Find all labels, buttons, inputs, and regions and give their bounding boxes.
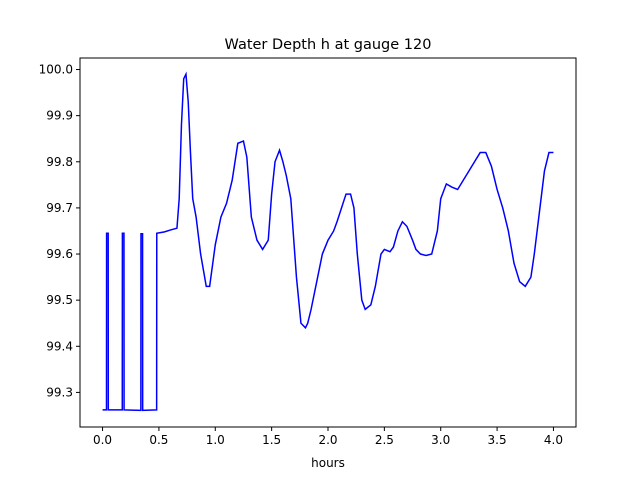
x-axis-ticks: 0.0 0.5 1.0 1.5 2.0 2.5 3.0 3.5 4.0: [93, 427, 563, 447]
plot-frame: [79, 57, 577, 428]
x-tick-label: 4.0: [544, 433, 563, 447]
x-tick-label: 0.0: [93, 433, 112, 447]
y-tick-label: 99.4: [46, 339, 73, 353]
plot-area: [79, 57, 577, 428]
x-tick-label: 0.5: [149, 433, 168, 447]
y-tick-label: 99.5: [46, 293, 73, 307]
x-tick-label: 2.5: [375, 433, 394, 447]
y-tick-label: 99.8: [46, 155, 73, 169]
chart-title: Water Depth h at gauge 120: [225, 37, 432, 53]
x-tick-label: 1.5: [262, 433, 281, 447]
y-axis-ticks: 99.3 99.4 99.5 99.6 99.7 99.8 99.9 100.0: [39, 63, 80, 399]
series-line-gauge-120: [102, 71, 554, 412]
x-tick-label: 1.0: [206, 433, 225, 447]
x-tick-label: 3.0: [431, 433, 450, 447]
series-layer: [102, 71, 554, 412]
y-tick-label: 99.9: [46, 109, 73, 123]
x-tick-label: 3.5: [488, 433, 507, 447]
x-axis-label: hours: [311, 456, 345, 470]
y-tick-label: 99.3: [46, 385, 73, 399]
y-tick-label: 99.6: [46, 247, 73, 261]
y-tick-label: 100.0: [39, 63, 73, 77]
x-tick-label: 2.0: [318, 433, 337, 447]
y-tick-label: 99.7: [46, 201, 73, 215]
